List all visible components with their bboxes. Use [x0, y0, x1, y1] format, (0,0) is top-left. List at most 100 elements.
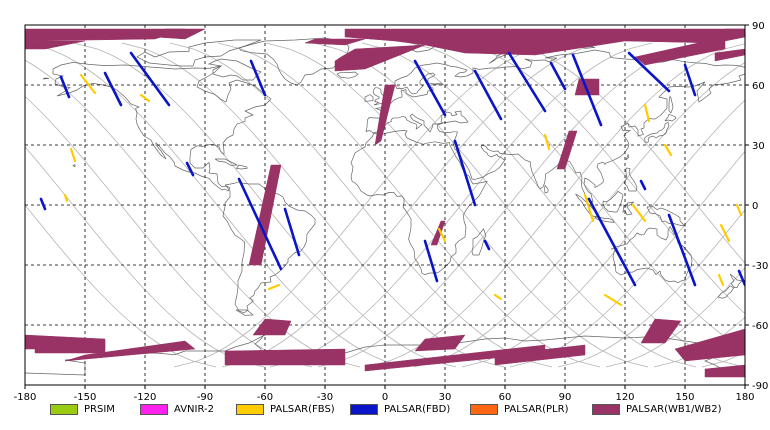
coastline	[625, 153, 630, 161]
wb-swath	[25, 40, 86, 50]
coastline	[644, 121, 670, 143]
y-tick-label: 30	[752, 141, 765, 152]
x-tick-label: -150	[74, 392, 97, 403]
fbs-swath	[63, 193, 69, 203]
coastline	[364, 94, 374, 102]
y-tick-label: 90	[752, 21, 765, 32]
orbit-track	[413, 62, 745, 368]
orbit-track	[221, 42, 605, 368]
coastline	[623, 167, 638, 192]
coastline	[602, 190, 624, 213]
x-tick-label: -60	[257, 392, 273, 403]
x-tick-label: -180	[14, 392, 37, 403]
fbd-swath	[413, 59, 447, 117]
legend-item-avnir2: AVNIR-2	[140, 402, 214, 416]
y-tick-label: -30	[752, 261, 768, 272]
coastline	[222, 180, 316, 314]
fbs-swath	[437, 227, 447, 243]
legend-swatch	[470, 403, 498, 415]
orbit-track	[557, 209, 745, 368]
fbd-swath	[59, 75, 71, 99]
fbs-swath	[663, 143, 673, 157]
orbit-track	[25, 204, 217, 368]
legend-swatch	[236, 403, 264, 415]
fbs-swath	[717, 273, 725, 287]
x-tick-label: 30	[439, 392, 452, 403]
legend-label: PALSAR(FBS)	[270, 403, 335, 415]
x-tick-label: -90	[197, 392, 213, 403]
wb-swath	[714, 48, 745, 62]
coastline	[214, 158, 239, 166]
wb-swath	[304, 38, 366, 46]
fbd-swath	[283, 207, 301, 257]
fbs-swath	[267, 283, 281, 291]
wb-swath	[704, 364, 745, 378]
x-tick-label: -120	[134, 392, 157, 403]
fbs-swath	[69, 147, 77, 163]
coastline	[72, 164, 76, 168]
coastline	[544, 185, 549, 194]
legend-label: PALSAR(FBD)	[384, 403, 451, 415]
orbit-track	[509, 150, 745, 368]
coastline	[235, 309, 254, 316]
wb-swath	[674, 328, 745, 362]
wb-swath	[430, 220, 446, 246]
fbd-swath	[549, 61, 567, 91]
y-tick-label: -90	[752, 381, 768, 392]
x-tick-label: 0	[382, 392, 388, 403]
coastline	[729, 273, 743, 288]
fbs-swath	[735, 203, 743, 217]
legend-item-palsar-plr: PALSAR(PLR)	[470, 402, 568, 416]
fbs-swath	[543, 133, 551, 151]
x-tick-label: 180	[735, 392, 754, 403]
coastline	[664, 113, 677, 122]
coastline	[207, 58, 262, 81]
coastline	[238, 37, 350, 86]
fbd-swath	[185, 161, 195, 177]
legend-item-prsim: PRSIM	[50, 402, 115, 416]
fbs-swath	[603, 293, 623, 307]
coastline	[575, 193, 598, 217]
wb-swath	[154, 28, 206, 40]
legend-swatch	[592, 403, 620, 415]
coastline	[42, 77, 50, 80]
wb-swath	[344, 28, 745, 56]
orbit-track	[461, 99, 745, 368]
orbit-track	[365, 43, 745, 368]
wb-swath	[64, 340, 196, 362]
legend-label: PALSAR(PLR)	[504, 403, 569, 415]
coastline	[336, 71, 359, 79]
x-axis-ticks: -180 -150 -120 -90 -60 -30 0 30 60 90 120 150 180	[14, 385, 755, 403]
x-tick-label: 60	[499, 392, 512, 403]
wb-swath	[224, 348, 346, 366]
fbs-swath	[631, 203, 647, 223]
wb-swath	[724, 28, 745, 38]
y-tick-label: 0	[752, 201, 758, 212]
fbd-swath	[667, 213, 697, 287]
wb-swath	[494, 344, 586, 366]
orbit-track	[605, 267, 745, 368]
coastline	[610, 225, 693, 283]
swath-coverage	[25, 28, 745, 378]
orbit-track	[173, 42, 557, 368]
coastline	[235, 164, 248, 170]
fbd-swath	[507, 51, 547, 113]
legend-item-palsar-fbd: PALSAR(FBD)	[350, 402, 450, 416]
fbs-swath	[139, 93, 151, 103]
wb-swath	[374, 84, 396, 146]
fbs-swath	[79, 73, 97, 95]
fbd-swath	[129, 51, 171, 107]
fbs-swath	[583, 193, 595, 223]
fbd-swath	[39, 197, 47, 211]
fbd-swath	[237, 177, 283, 271]
fbd-swath	[103, 71, 123, 107]
wb-swath	[334, 44, 426, 72]
fbd-swath	[571, 53, 603, 127]
legend-label: PALSAR(WB1/WB2)	[626, 403, 722, 415]
fbd-swath	[587, 197, 637, 287]
y-tick-label: 60	[752, 81, 765, 92]
x-tick-label: 90	[559, 392, 572, 403]
orbit-track	[317, 42, 701, 368]
wb-swath	[248, 164, 282, 266]
coastline	[646, 206, 687, 227]
